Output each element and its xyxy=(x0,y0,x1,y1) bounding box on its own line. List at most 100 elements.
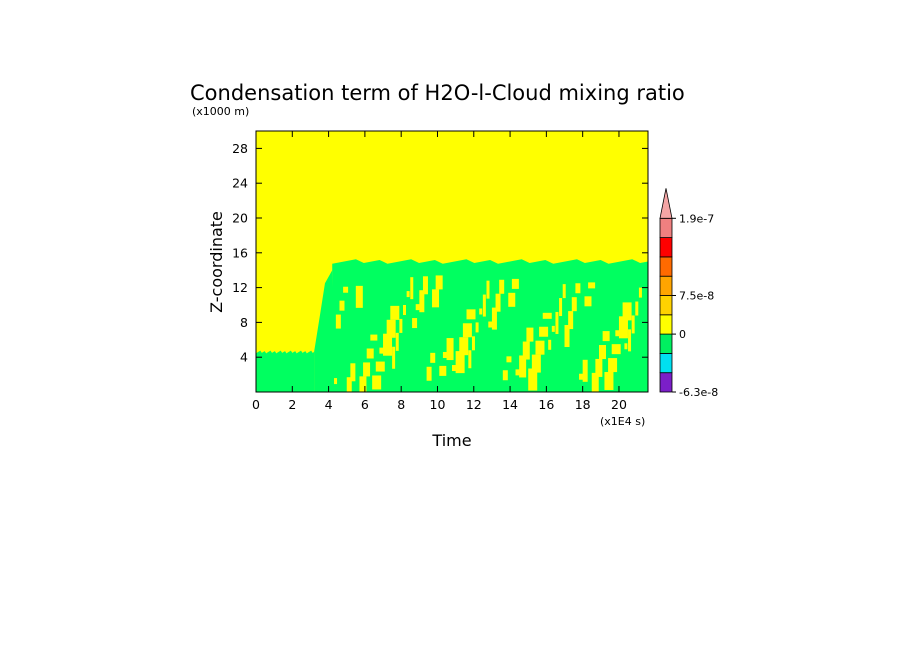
x-multiplier-label: (x1E4 s) xyxy=(600,415,645,428)
colorbar-label: 1.9e-7 xyxy=(679,212,714,225)
contour-gap xyxy=(542,312,552,319)
contour-gap xyxy=(410,277,414,300)
contour-region-2 xyxy=(314,270,335,392)
contour-gap xyxy=(522,341,530,360)
y-tick-label: 20 xyxy=(232,211,248,226)
contour-gap xyxy=(412,318,418,329)
contour-gap xyxy=(435,275,443,290)
contour-gap xyxy=(446,338,454,361)
contour-gap xyxy=(591,372,599,392)
x-tick-label: 18 xyxy=(575,397,591,412)
contour-gap xyxy=(631,315,635,334)
contour-gap xyxy=(515,369,523,376)
colorbar-label: 7.5e-8 xyxy=(679,290,714,303)
contour-gap xyxy=(488,321,494,328)
colorbar-swatch xyxy=(659,314,673,335)
contour-gap xyxy=(415,304,421,311)
colorbar: 1.9e-7 7.5e-8 0 -6.3e-8 xyxy=(659,188,718,399)
x-tick-label: 14 xyxy=(502,397,518,412)
x-tick-label: 2 xyxy=(288,397,296,412)
x-tick-label: 12 xyxy=(466,397,482,412)
contour-gap xyxy=(599,345,606,360)
contour-gap xyxy=(455,351,465,374)
x-axis: 0 2 4 6 8 10 12 14 16 18 20 xyxy=(252,131,627,412)
colorbar-swatch xyxy=(659,333,673,354)
contour-gap xyxy=(459,337,469,356)
contour-gap xyxy=(499,279,505,294)
colorbar-swatch xyxy=(659,352,673,374)
contour-gap xyxy=(559,298,563,317)
contour-gap xyxy=(432,289,440,308)
y-tick-label: 24 xyxy=(232,176,248,191)
contour-gap xyxy=(439,365,447,376)
contour-gap xyxy=(628,329,632,352)
contour-gap xyxy=(366,348,374,359)
contour-gap xyxy=(506,356,512,363)
contour-gap xyxy=(375,361,385,372)
contour-gap xyxy=(602,331,610,342)
contour-gap xyxy=(588,282,596,289)
contour-gap xyxy=(568,311,574,330)
contour-gap xyxy=(479,308,483,315)
contour-gap xyxy=(604,371,614,390)
contour-gap xyxy=(355,285,363,308)
colorbar-swatch xyxy=(659,372,673,393)
colorbar-swatch xyxy=(659,275,673,296)
contour-gap xyxy=(370,334,378,341)
contour-gap xyxy=(466,309,476,320)
colorbar-label: 0 xyxy=(679,328,686,341)
contour-gap xyxy=(579,373,585,380)
contour-gap xyxy=(383,333,393,356)
contour-gap xyxy=(611,344,621,355)
contour-gap xyxy=(615,330,625,337)
colorbar-label: -6.3e-8 xyxy=(679,386,718,399)
chart-title: Condensation term of H2O-l-Cloud mixing … xyxy=(190,81,685,105)
contour-gap xyxy=(571,297,577,312)
contour-gap xyxy=(548,339,552,350)
contour-gap xyxy=(551,325,555,332)
x-tick-label: 4 xyxy=(325,397,333,412)
y-axis-label: Z-coordinate xyxy=(207,211,226,313)
x-tick-label: 8 xyxy=(397,397,405,412)
contour-gap xyxy=(491,307,497,330)
contour-gap xyxy=(430,352,436,363)
y-tick-label: 28 xyxy=(232,141,248,156)
contour-gap xyxy=(526,327,534,342)
contour-gap xyxy=(638,287,642,298)
contour-gap xyxy=(595,358,603,377)
x-tick-label: 20 xyxy=(611,397,627,412)
contour-gap xyxy=(624,343,628,350)
y-multiplier-label: (x1000 m) xyxy=(192,105,249,118)
contour-gap xyxy=(392,346,396,369)
contour-gap xyxy=(395,332,399,351)
colorbar-swatch xyxy=(659,295,673,316)
contour-gap xyxy=(399,318,403,333)
contour-gap xyxy=(635,301,639,316)
contour-gap xyxy=(486,280,490,299)
colorbar-swatch xyxy=(659,237,673,258)
contour-gap xyxy=(346,377,352,392)
contour-gap xyxy=(339,300,345,311)
x-tick-label: 0 xyxy=(252,397,260,412)
contour-gap xyxy=(475,322,479,333)
contour-gap xyxy=(343,286,349,293)
contour-gap xyxy=(539,326,549,337)
contour-gap xyxy=(359,376,367,392)
contour-gap xyxy=(442,351,450,358)
colorbar-arrow xyxy=(659,188,673,219)
contour-gap xyxy=(582,359,588,382)
contour-gap xyxy=(452,365,461,372)
contour-gap xyxy=(363,362,371,377)
contour-gap xyxy=(535,340,545,355)
contour-gap xyxy=(608,358,618,373)
contour-gap xyxy=(528,368,538,391)
contour-gap xyxy=(555,311,559,334)
x-tick-label: 6 xyxy=(361,397,369,412)
colorbar-swatch xyxy=(659,217,673,239)
contour-gap xyxy=(403,305,406,315)
contour-gap xyxy=(426,366,432,381)
plot-area xyxy=(255,130,649,393)
contour-gap xyxy=(334,378,338,385)
contour-gap xyxy=(406,291,410,298)
